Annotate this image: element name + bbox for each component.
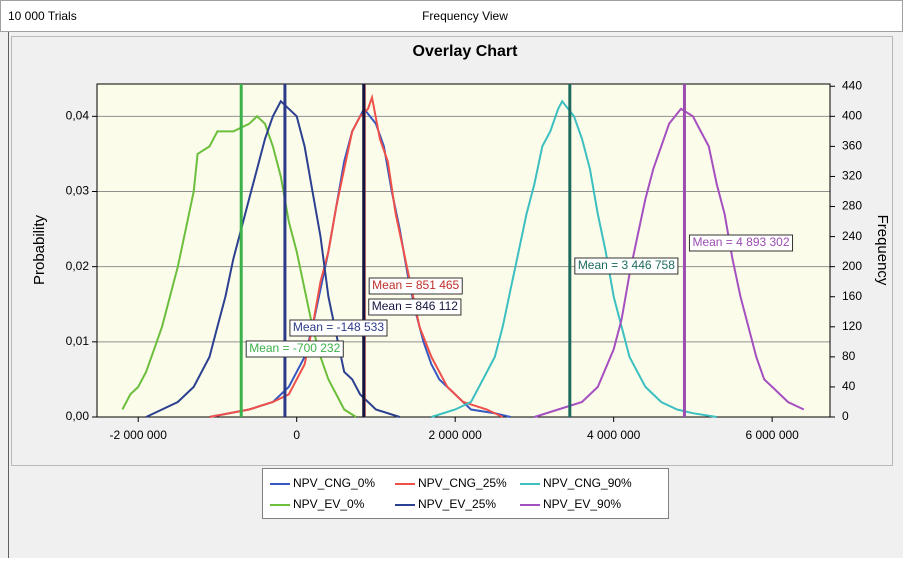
y2-tick-label: 440 bbox=[842, 78, 862, 92]
x-tick-label: 6 000 000 bbox=[745, 428, 799, 442]
mean-label: Mean = 851 465 bbox=[372, 278, 459, 292]
mean-label-box bbox=[368, 277, 463, 295]
y2-tick-label: 400 bbox=[842, 108, 862, 122]
mean-label-box bbox=[574, 257, 679, 275]
legend-label: NPV_CNG_0% bbox=[293, 476, 375, 490]
y2-axis-label: Frequency bbox=[874, 215, 891, 286]
legend-label: NPV_EV_90% bbox=[543, 497, 621, 511]
mean-label: Mean = 846 112 bbox=[372, 299, 459, 313]
y2-tick-label: 0 bbox=[842, 409, 849, 423]
view-label: Frequency View bbox=[422, 9, 508, 23]
y2-tick-label: 240 bbox=[842, 229, 862, 243]
mean-label-box bbox=[688, 234, 794, 252]
series-line bbox=[145, 99, 401, 418]
y2-tick-label: 40 bbox=[842, 379, 856, 393]
mean-label-box bbox=[368, 298, 462, 316]
y2-tick-label: 320 bbox=[842, 169, 862, 183]
mean-label: Mean = 3 446 758 bbox=[578, 258, 675, 272]
series-line bbox=[209, 93, 504, 418]
series-line bbox=[534, 107, 805, 418]
legend-label: NPV_CNG_90% bbox=[543, 476, 632, 490]
chart-title: Overlay Chart bbox=[413, 43, 519, 60]
y2-tick-label: 120 bbox=[842, 319, 862, 333]
series-line bbox=[121, 114, 357, 418]
legend-label: NPV_EV_25% bbox=[418, 497, 496, 511]
y2-tick-label: 200 bbox=[842, 259, 862, 273]
series-line bbox=[431, 99, 717, 418]
x-tick-label: 4 000 000 bbox=[587, 428, 641, 442]
y-tick-label: 0,00 bbox=[66, 409, 90, 423]
mean-label: Mean = -700 232 bbox=[249, 341, 340, 355]
y2-tick-label: 280 bbox=[842, 199, 862, 213]
mean-label-box bbox=[245, 340, 344, 358]
x-tick-label: -2 000 000 bbox=[110, 428, 168, 442]
y-tick-label: 0,03 bbox=[66, 184, 90, 198]
y-tick-label: 0,01 bbox=[66, 334, 90, 348]
y2-tick-label: 160 bbox=[842, 289, 862, 303]
mean-label: Mean = 4 893 302 bbox=[692, 235, 789, 249]
header-bar bbox=[0, 0, 903, 32]
plot-border bbox=[96, 83, 831, 418]
y-tick-label: 0,02 bbox=[66, 259, 90, 273]
y2-tick-label: 80 bbox=[842, 349, 856, 363]
mean-label-box bbox=[289, 319, 388, 337]
y-axis-label: Probability bbox=[31, 214, 48, 285]
y-tick-label: 0,04 bbox=[66, 108, 90, 122]
mean-label: Mean = -148 533 bbox=[293, 320, 384, 334]
legend-label: NPV_EV_0% bbox=[293, 497, 365, 511]
trials-label: 10 000 Trials bbox=[8, 9, 77, 23]
y2-tick-label: 360 bbox=[842, 139, 862, 153]
x-tick-label: 2 000 000 bbox=[428, 428, 482, 442]
legend bbox=[262, 468, 669, 519]
legend-label: NPV_CNG_25% bbox=[418, 476, 507, 490]
x-tick-label: 0 bbox=[293, 428, 300, 442]
